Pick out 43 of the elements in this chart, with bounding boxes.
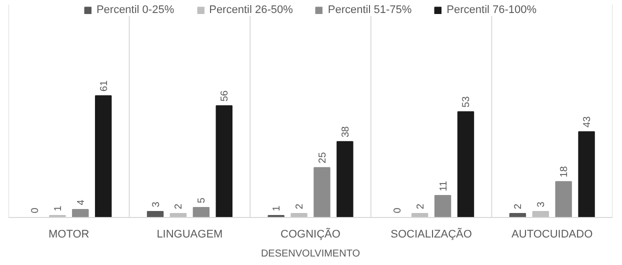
- legend-label: Percentil 51-75%: [328, 4, 412, 16]
- legend-label: Percentil 26-50%: [209, 4, 293, 16]
- legend-label: Percentil 0-25%: [96, 4, 174, 16]
- data-label: 11: [438, 180, 450, 192]
- bar: [457, 111, 474, 218]
- data-label: 4: [76, 199, 87, 206]
- data-label: 1: [272, 205, 283, 212]
- data-label: 2: [174, 203, 185, 210]
- data-label: 3: [150, 201, 162, 208]
- bar: [532, 211, 549, 218]
- data-label: 2: [513, 203, 524, 210]
- bar: [434, 195, 452, 218]
- bar: [290, 213, 308, 218]
- bar: [314, 167, 330, 218]
- data-label: 18: [559, 166, 570, 178]
- bar: [72, 209, 89, 218]
- bar: [146, 211, 164, 218]
- x-tick-label: COGNIÇÃO: [280, 228, 341, 240]
- data-label: 0: [30, 207, 41, 214]
- x-axis-title: DESENVOLVIMENTO: [260, 248, 360, 260]
- x-tick-label: AUTOCUIDADO: [512, 228, 594, 240]
- bar: [94, 95, 112, 218]
- data-label: 2: [294, 203, 306, 210]
- data-label: 25: [317, 152, 328, 164]
- data-label: 0: [392, 207, 404, 214]
- x-tick-label: MOTOR: [48, 228, 90, 240]
- x-tick-label: SOCIALIZAÇÃO: [390, 228, 472, 240]
- bar: [578, 131, 595, 218]
- data-label: 3: [536, 201, 548, 208]
- data-label: 5: [196, 197, 208, 204]
- bar: [216, 105, 232, 218]
- data-label: 56: [220, 90, 231, 102]
- data-label: 53: [461, 96, 472, 108]
- bar: [192, 207, 210, 218]
- data-label: 2: [415, 203, 426, 210]
- bar: [336, 141, 354, 218]
- legend-label: Percentil 76-100%: [446, 4, 537, 16]
- x-tick-label: LINGUAGEM: [156, 228, 223, 240]
- data-label: 61: [98, 80, 110, 92]
- bar: [555, 181, 572, 218]
- data-label: 1: [52, 205, 64, 212]
- data-label: 43: [582, 116, 594, 128]
- data-label: 38: [340, 126, 352, 138]
